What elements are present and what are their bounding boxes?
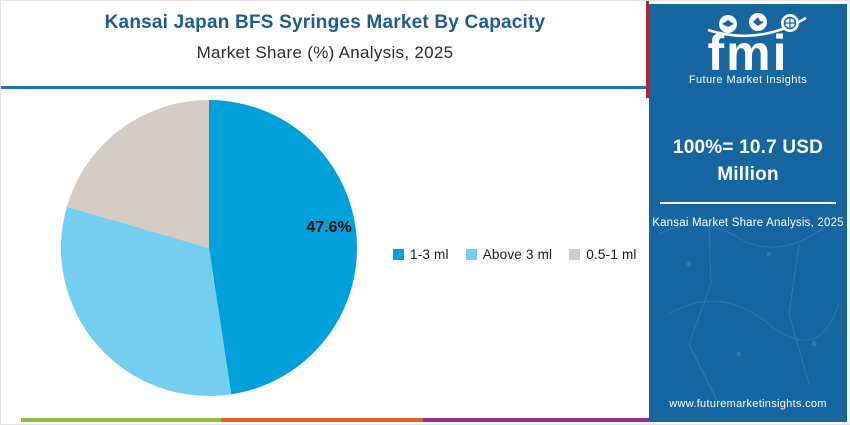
fmi-logo-svg: fmi <box>708 13 807 78</box>
footer-bar-2 <box>221 418 423 422</box>
world-map-pattern <box>658 223 840 405</box>
pie-svg <box>60 100 358 396</box>
chart-title: Kansai Japan BFS Syringes Market By Capa… <box>104 12 546 33</box>
pie-chart <box>49 88 369 408</box>
red-accent-line <box>646 1 649 98</box>
legend-swatch <box>393 249 404 260</box>
legend-item-1-3-ml: 1-3 ml <box>393 247 449 262</box>
footer-color-bars <box>21 418 649 422</box>
logo-globe-icons <box>719 13 799 33</box>
footer-bar-1 <box>21 418 221 422</box>
logo-company-name: Future Market Insights <box>688 74 808 86</box>
market-size-headline: 100%= 10.7 USD Million <box>672 137 824 185</box>
pie-slice-value-label: 47.6% <box>306 219 352 236</box>
pie-slice-1-3-ml <box>209 100 358 395</box>
sidebar-caption: Kansai Market Share Analysis, 2025 <box>652 217 844 229</box>
pie-slice-above-3-ml <box>60 206 232 396</box>
legend-swatch <box>465 249 477 260</box>
footer-bar-3 <box>423 418 649 422</box>
legend-label: Above 3 ml <box>482 247 553 262</box>
legend-label: 1-3 ml <box>410 247 449 262</box>
sidebar-divider <box>660 202 836 204</box>
brand-sidebar: fmi Future Market Insights 100%= 10.7 US… <box>649 4 847 422</box>
logo-text: fmi <box>708 25 789 78</box>
fmi-logo: fmi Future Market Insights <box>649 12 847 86</box>
website-url: www.futuremarketinsights.com <box>669 398 827 410</box>
legend-label: 0.5-1 ml <box>586 247 637 262</box>
header: Kansai Japan BFS Syringes Market By Capa… <box>1 1 649 86</box>
pie-legend: 1-3 ml Above 3 ml 0.5-1 ml <box>393 247 637 262</box>
header-rule <box>1 86 652 89</box>
legend-item-0.5-1-ml: 0.5-1 ml <box>569 247 636 262</box>
chart-subtitle: Market Share (%) Analysis, 2025 <box>196 43 454 62</box>
pie-slice-0.5-1-ml <box>66 100 210 248</box>
legend-item-above-3-ml: Above 3 ml <box>465 247 553 262</box>
legend-swatch <box>569 249 581 260</box>
